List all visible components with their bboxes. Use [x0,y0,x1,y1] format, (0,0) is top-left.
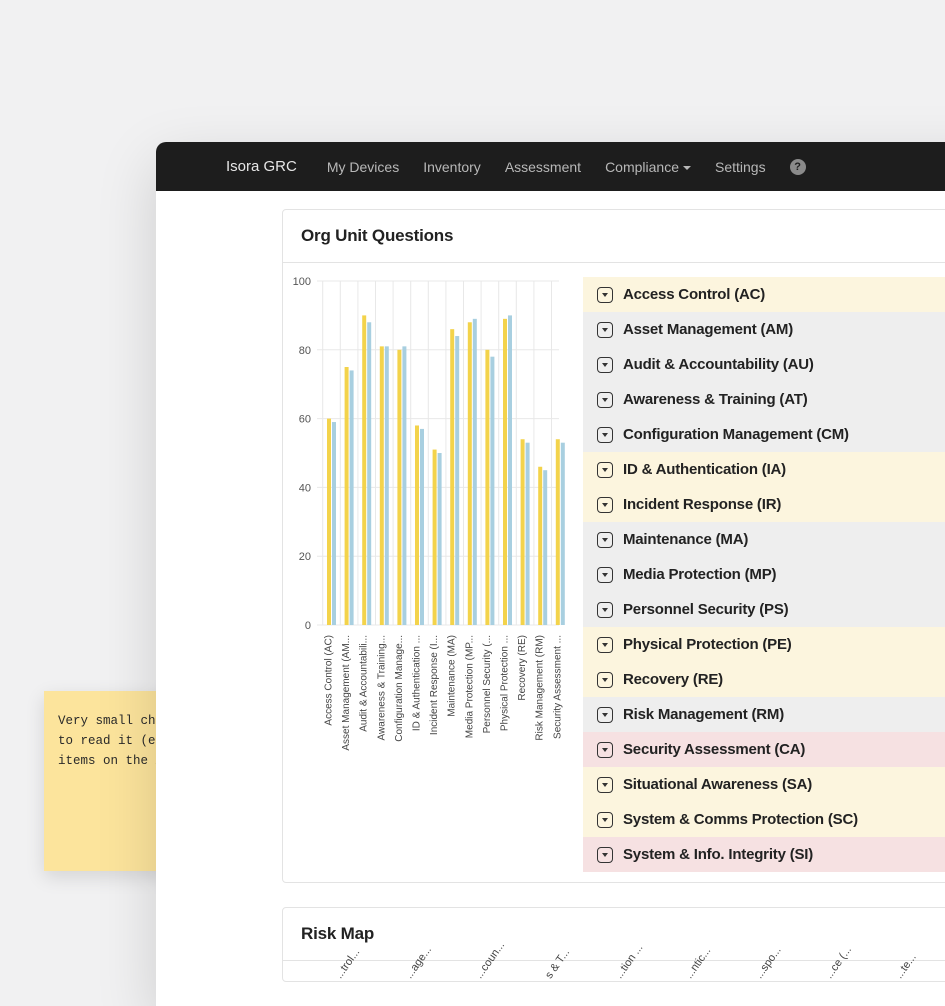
control-row-label: System & Comms Protection (SC) [623,811,858,828]
expand-icon [597,812,613,828]
nav-item-assessment[interactable]: Assessment [505,159,581,175]
expand-icon [597,567,613,583]
svg-text:Physical Protection ...: Physical Protection ... [500,635,511,731]
svg-text:Access Control (AC): Access Control (AC) [324,635,335,726]
control-row-label: ID & Authentication (IA) [623,461,786,478]
chart-svg: 0 20 40 60 80 100 Access Control (AC) Asset Man… [291,277,567,787]
svg-text:Configuration Manage...: Configuration Manage... [394,635,405,742]
expand-icon [597,392,613,408]
expand-icon [597,357,613,373]
control-row[interactable]: ID & Authentication (IA) [583,452,945,487]
control-row[interactable]: Audit & Accountability (AU) [583,347,945,382]
expand-icon [597,322,613,338]
control-row-label: Physical Protection (PE) [623,636,792,653]
control-row[interactable]: Recovery (RE) [583,662,945,697]
control-families-list: Access Control (AC) Asset Management (AM)… [583,277,945,872]
app-window: Isora GRC My Devices Inventory Assessment C… [156,142,945,1006]
control-row-label: Risk Management (RM) [623,706,784,723]
content-area: Org Unit Questions 0 20 40 60 80 100 Access Co… [156,191,945,982]
svg-text:Maintenance (MA): Maintenance (MA) [447,635,458,717]
control-row[interactable]: Risk Management (RM) [583,697,945,732]
svg-text:100: 100 [293,277,311,288]
expand-icon [597,427,613,443]
svg-text:Audit & Accountabili...: Audit & Accountabili... [359,635,370,732]
help-icon[interactable]: ? [790,159,806,175]
expand-icon [597,532,613,548]
control-row-label: Access Control (AC) [623,286,765,303]
control-row[interactable]: System & Info. Integrity (SI) [583,837,945,872]
expand-icon [597,777,613,793]
control-row[interactable]: Media Protection (MP) [583,557,945,592]
svg-text:40: 40 [299,482,311,494]
control-row[interactable]: Situational Awareness (SA) [583,767,945,802]
expand-icon [597,462,613,478]
top-navbar: Isora GRC My Devices Inventory Assessment C… [156,142,945,191]
panel-title: Org Unit Questions [283,210,945,263]
control-row-label: Asset Management (AM) [623,321,793,338]
svg-text:Media Protection (MP...: Media Protection (MP... [464,635,475,738]
control-row[interactable]: Asset Management (AM) [583,312,945,347]
control-row-label: Maintenance (MA) [623,531,748,548]
panel-body: 0 20 40 60 80 100 Access Control (AC) Asset Man… [283,263,945,882]
control-row-label: Recovery (RE) [623,671,723,688]
svg-text:Recovery (RE): Recovery (RE) [517,635,528,701]
control-row-label: Personnel Security (PS) [623,601,788,618]
expand-icon [597,602,613,618]
control-row[interactable]: Incident Response (IR) [583,487,945,522]
risk-map-panel: Risk Map ...trol......age......coun...s … [282,907,945,982]
risk-map-x-axis: ...trol......age......coun...s & T......… [283,961,945,981]
svg-text:ID & Authentication ...: ID & Authentication ... [412,635,423,731]
bar-chart: 0 20 40 60 80 100 Access Control (AC) Asset Man… [291,277,567,872]
svg-text:Incident Response (I...: Incident Response (I... [429,635,440,735]
control-row-label: Situational Awareness (SA) [623,776,812,793]
control-row-label: System & Info. Integrity (SI) [623,846,813,863]
control-row[interactable]: Physical Protection (PE) [583,627,945,662]
control-row[interactable]: Awareness & Training (AT) [583,382,945,417]
svg-text:80: 80 [299,345,311,357]
control-row-label: Media Protection (MP) [623,566,776,583]
svg-text:Awareness & Training...: Awareness & Training... [376,635,387,740]
nav-item-my-devices[interactable]: My Devices [327,159,399,175]
nav-item-settings[interactable]: Settings [715,159,766,175]
org-unit-questions-panel: Org Unit Questions 0 20 40 60 80 100 Access Co… [282,209,945,883]
expand-icon [597,742,613,758]
svg-text:20: 20 [299,551,311,563]
expand-icon [597,497,613,513]
expand-icon [597,287,613,303]
control-row-label: Configuration Management (CM) [623,426,849,443]
svg-text:60: 60 [299,414,311,426]
expand-icon [597,707,613,723]
control-row-label: Security Assessment (CA) [623,741,805,758]
chevron-down-icon [683,166,691,170]
control-row-label: Incident Response (IR) [623,496,781,513]
nav-item-compliance[interactable]: Compliance [605,159,691,175]
control-row-label: Awareness & Training (AT) [623,391,808,408]
svg-text:0: 0 [305,620,311,632]
control-row[interactable]: Security Assessment (CA) [583,732,945,767]
nav-item-inventory[interactable]: Inventory [423,159,481,175]
svg-text:Personnel Security (...: Personnel Security (... [482,635,493,733]
expand-icon [597,672,613,688]
svg-text:Risk Management (RM): Risk Management (RM) [535,635,546,741]
svg-text:Security Assessment ...: Security Assessment ... [552,635,563,739]
svg-text:Asset Management (AM...: Asset Management (AM... [341,635,352,751]
control-row[interactable]: Personnel Security (PS) [583,592,945,627]
brand-label[interactable]: Isora GRC [226,158,297,175]
control-row[interactable]: Access Control (AC) [583,277,945,312]
control-row[interactable]: Maintenance (MA) [583,522,945,557]
expand-icon [597,637,613,653]
control-row-label: Audit & Accountability (AU) [623,356,814,373]
control-row[interactable]: Configuration Management (CM) [583,417,945,452]
expand-icon [597,847,613,863]
control-row[interactable]: System & Comms Protection (SC) [583,802,945,837]
